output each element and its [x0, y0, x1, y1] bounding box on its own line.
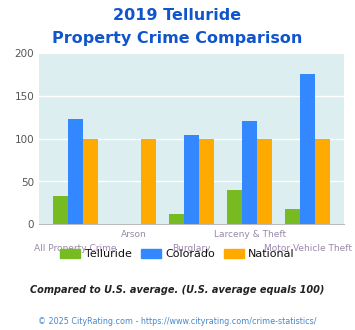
Bar — [141, 139, 156, 224]
Bar — [242, 121, 257, 224]
Text: © 2025 CityRating.com - https://www.cityrating.com/crime-statistics/: © 2025 CityRating.com - https://www.city… — [38, 317, 317, 326]
Bar — [315, 139, 331, 224]
Text: Larceny & Theft: Larceny & Theft — [214, 230, 286, 239]
Text: 2019 Telluride: 2019 Telluride — [114, 8, 241, 23]
Text: Compared to U.S. average. (U.S. average equals 100): Compared to U.S. average. (U.S. average … — [30, 285, 325, 295]
Bar — [227, 190, 242, 224]
Bar — [300, 74, 315, 224]
Bar — [184, 135, 199, 224]
Bar — [169, 214, 184, 224]
Bar — [199, 139, 214, 224]
Text: Arson: Arson — [121, 230, 147, 239]
Bar — [83, 139, 98, 224]
Bar — [285, 209, 300, 224]
Bar — [53, 196, 68, 224]
Bar — [257, 139, 272, 224]
Text: All Property Crime: All Property Crime — [34, 244, 117, 253]
Legend: Telluride, Colorado, National: Telluride, Colorado, National — [56, 244, 299, 263]
Bar — [68, 119, 83, 224]
Text: Burglary: Burglary — [173, 244, 211, 253]
Text: Property Crime Comparison: Property Crime Comparison — [52, 31, 303, 46]
Text: Motor Vehicle Theft: Motor Vehicle Theft — [264, 244, 352, 253]
